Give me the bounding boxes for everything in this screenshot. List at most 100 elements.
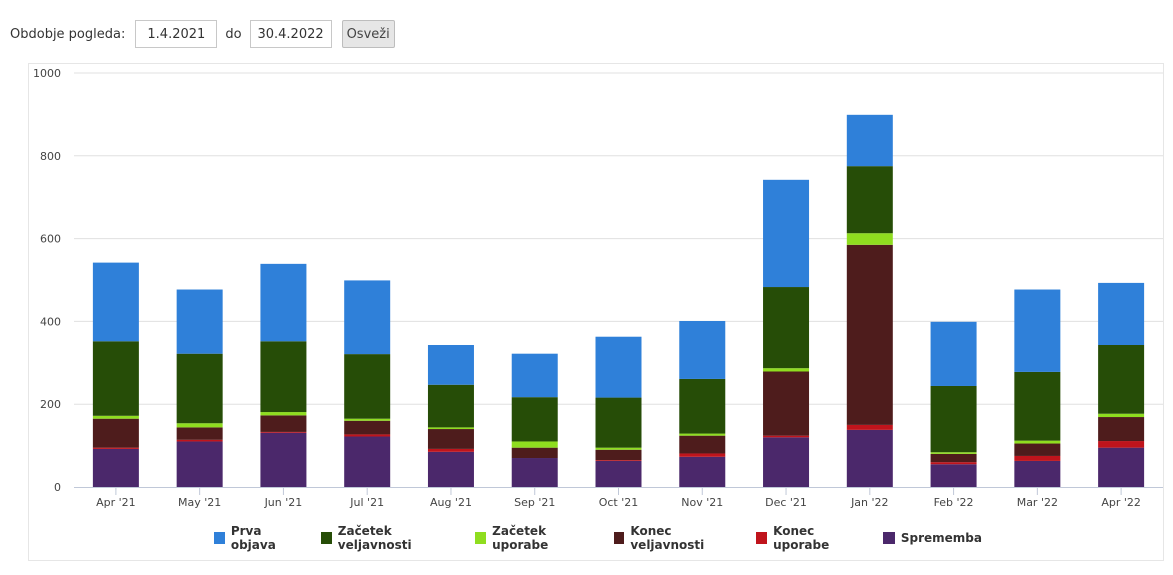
bar-segment[interactable] bbox=[511, 353, 558, 398]
bar-segment[interactable] bbox=[679, 435, 726, 454]
bar-segment[interactable] bbox=[595, 447, 642, 450]
bar-segment[interactable] bbox=[176, 289, 223, 354]
bar-segment[interactable] bbox=[511, 397, 558, 442]
bar-segment[interactable] bbox=[1098, 447, 1145, 487]
legend-item[interactable]: Konec uporabe bbox=[756, 524, 865, 552]
legend-item[interactable]: Prva objava bbox=[214, 524, 303, 552]
bar-segment[interactable] bbox=[930, 385, 977, 453]
bar-segment[interactable] bbox=[846, 429, 893, 487]
bar-segment[interactable] bbox=[344, 354, 391, 419]
bar-stack[interactable] bbox=[679, 320, 726, 487]
bar-segment[interactable] bbox=[344, 420, 391, 435]
bar-segment[interactable] bbox=[1014, 443, 1061, 456]
bar-stack[interactable] bbox=[344, 280, 391, 487]
bar-segment[interactable] bbox=[1098, 413, 1145, 418]
bar-segment[interactable] bbox=[763, 179, 810, 288]
bar-stack[interactable] bbox=[595, 336, 642, 487]
bar-segment[interactable] bbox=[427, 384, 474, 428]
bar-segment[interactable] bbox=[344, 434, 391, 437]
bar-segment[interactable] bbox=[846, 114, 893, 167]
bar-stack[interactable] bbox=[176, 289, 223, 487]
bar-segment[interactable] bbox=[679, 433, 726, 436]
bar-segment[interactable] bbox=[1014, 440, 1061, 444]
bar-segment[interactable] bbox=[260, 415, 307, 432]
bar-stack[interactable] bbox=[763, 179, 810, 487]
bar-segment[interactable] bbox=[260, 341, 307, 413]
bar-segment[interactable] bbox=[763, 435, 810, 438]
legend-item[interactable]: Sprememba bbox=[882, 531, 982, 545]
bar-segment[interactable] bbox=[260, 432, 307, 487]
bar-segment[interactable] bbox=[763, 368, 810, 372]
bar-segment[interactable] bbox=[92, 418, 139, 448]
bar-segment[interactable] bbox=[1098, 344, 1145, 414]
bar-segment[interactable] bbox=[427, 429, 474, 449]
bar-segment[interactable] bbox=[427, 427, 474, 430]
bar-segment[interactable] bbox=[930, 462, 977, 465]
bar-segment[interactable] bbox=[344, 280, 391, 355]
bar-segment[interactable] bbox=[763, 371, 810, 436]
date-from-input[interactable] bbox=[135, 20, 218, 48]
legend-item[interactable]: Začetek veljavnosti bbox=[320, 524, 457, 552]
bar-segment[interactable] bbox=[260, 431, 307, 433]
bar-segment[interactable] bbox=[679, 320, 726, 379]
bar-segment[interactable] bbox=[1098, 417, 1145, 442]
bar-segment[interactable] bbox=[511, 441, 558, 448]
bar-segment[interactable] bbox=[679, 453, 726, 457]
bar-segment[interactable] bbox=[92, 448, 139, 487]
bar-segment[interactable] bbox=[595, 449, 642, 461]
bar-stack[interactable] bbox=[511, 353, 558, 487]
bar-stack[interactable] bbox=[260, 263, 307, 487]
bar-segment[interactable] bbox=[511, 447, 558, 459]
bar-segment[interactable] bbox=[679, 378, 726, 434]
bar-segment[interactable] bbox=[427, 344, 474, 385]
bar-segment[interactable] bbox=[595, 397, 642, 448]
bar-segment[interactable] bbox=[1014, 371, 1061, 441]
bar-segment[interactable] bbox=[846, 166, 893, 234]
bar-segment[interactable] bbox=[176, 441, 223, 487]
bar-segment[interactable] bbox=[176, 353, 223, 424]
bar-segment[interactable] bbox=[1014, 460, 1061, 487]
bar-segment[interactable] bbox=[176, 439, 223, 442]
bar-segment[interactable] bbox=[763, 437, 810, 487]
bar-segment[interactable] bbox=[930, 464, 977, 487]
bar-segment[interactable] bbox=[1098, 441, 1145, 448]
bar-segment[interactable] bbox=[344, 418, 391, 421]
bar-segment[interactable] bbox=[930, 453, 977, 463]
bar-segment[interactable] bbox=[344, 436, 391, 487]
bar-segment[interactable] bbox=[1014, 289, 1061, 372]
bar-segment[interactable] bbox=[763, 287, 810, 369]
bar-segment[interactable] bbox=[176, 423, 223, 428]
bar-segment[interactable] bbox=[595, 460, 642, 461]
bar-stack[interactable] bbox=[930, 321, 977, 487]
refresh-button[interactable]: Osveži bbox=[341, 20, 395, 48]
bar-stack[interactable] bbox=[92, 262, 139, 487]
x-axis: Apr '21 May '21 Jun '21 Jul '21 Aug '21 Sep '… bbox=[74, 487, 1163, 509]
bar-segment[interactable] bbox=[427, 451, 474, 487]
bar-stack[interactable] bbox=[846, 114, 893, 487]
bar-segment[interactable] bbox=[260, 412, 307, 416]
bar-segment[interactable] bbox=[92, 341, 139, 416]
bar-stack[interactable] bbox=[1014, 289, 1061, 487]
bar-segment[interactable] bbox=[176, 427, 223, 440]
bar-segment[interactable] bbox=[595, 336, 642, 398]
bar-segment[interactable] bbox=[679, 456, 726, 487]
bar-segment[interactable] bbox=[92, 415, 139, 419]
legend-item[interactable]: Konec veljavnosti bbox=[613, 524, 739, 552]
date-to-input[interactable] bbox=[249, 20, 332, 48]
bar-segment[interactable] bbox=[846, 233, 893, 245]
bar-segment[interactable] bbox=[260, 263, 307, 342]
bar-segment[interactable] bbox=[595, 460, 642, 487]
bar-segment[interactable] bbox=[930, 452, 977, 454]
bar-segment[interactable] bbox=[930, 321, 977, 386]
bar-segment[interactable] bbox=[92, 262, 139, 342]
bar-stack[interactable] bbox=[1098, 282, 1145, 487]
bar-segment[interactable] bbox=[1014, 455, 1061, 461]
bar-segment[interactable] bbox=[846, 244, 893, 425]
legend-item[interactable]: Začetek uporabe bbox=[475, 524, 595, 552]
bar-segment[interactable] bbox=[511, 458, 558, 487]
bar-segment[interactable] bbox=[427, 448, 474, 452]
bar-stack[interactable] bbox=[427, 344, 474, 487]
bar-segment[interactable] bbox=[92, 447, 139, 449]
bar-segment[interactable] bbox=[1098, 282, 1145, 345]
bar-segment[interactable] bbox=[846, 424, 893, 430]
